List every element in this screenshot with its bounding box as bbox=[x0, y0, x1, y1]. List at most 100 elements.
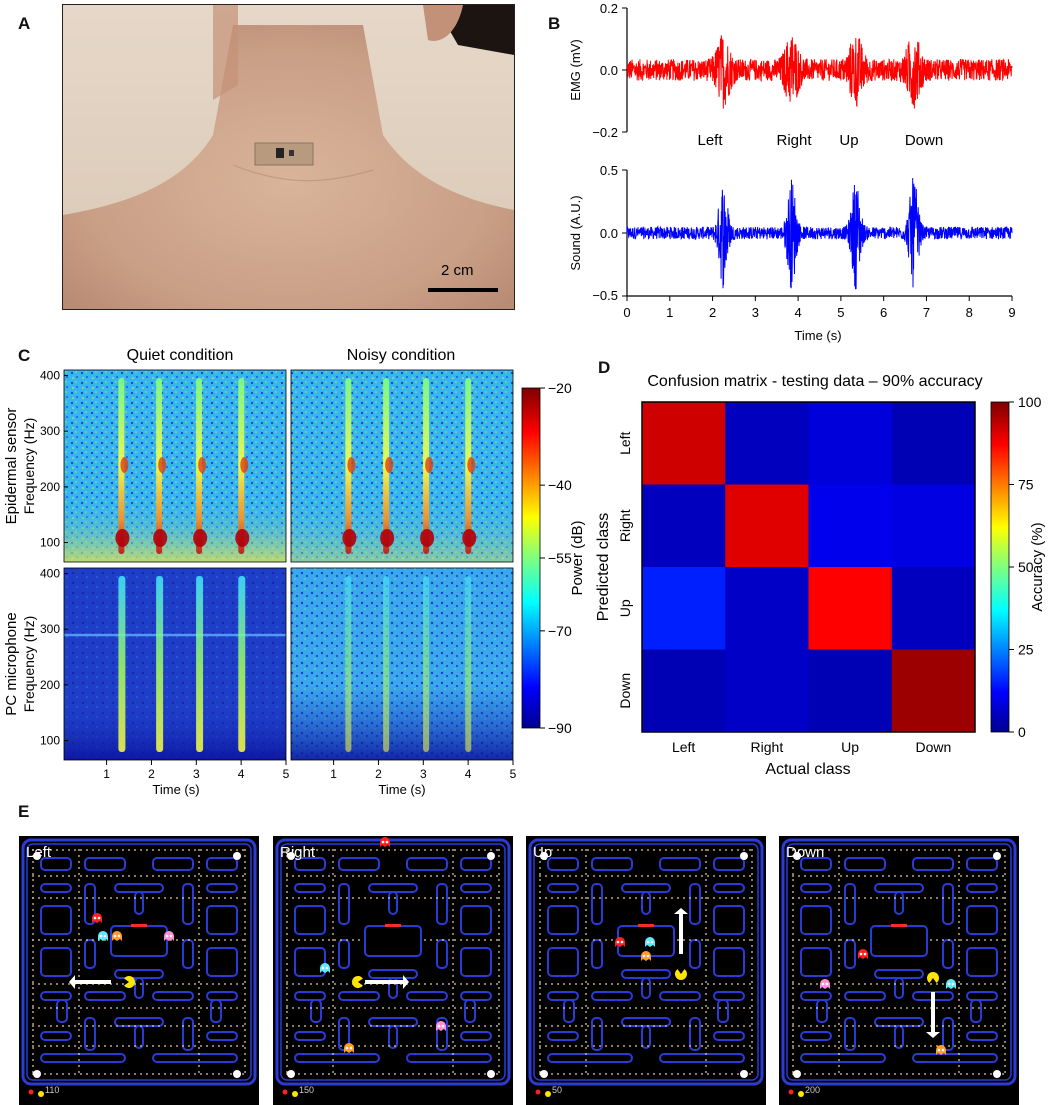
pellet bbox=[605, 1007, 607, 1009]
pellet bbox=[695, 875, 697, 877]
pellet bbox=[198, 933, 200, 935]
pellet bbox=[448, 897, 450, 899]
spectrogram-word-strip bbox=[156, 576, 164, 752]
ghost-icon bbox=[645, 937, 655, 947]
pellet bbox=[78, 999, 80, 1001]
pellet bbox=[194, 849, 196, 851]
pellet bbox=[86, 1007, 88, 1009]
pellet bbox=[557, 849, 559, 851]
pellet bbox=[751, 945, 753, 947]
pellet bbox=[430, 1045, 432, 1047]
pellet bbox=[442, 875, 444, 877]
pellet bbox=[958, 885, 960, 887]
pellet bbox=[56, 1073, 58, 1075]
pellet bbox=[838, 963, 840, 965]
pellet bbox=[364, 1073, 366, 1075]
pellet bbox=[436, 939, 438, 941]
maze-wall bbox=[816, 999, 828, 1023]
pellet bbox=[74, 849, 76, 851]
pellet bbox=[623, 1073, 625, 1075]
pellet bbox=[822, 897, 824, 899]
pellet bbox=[751, 939, 753, 941]
pellet bbox=[948, 897, 950, 899]
pellet bbox=[68, 1025, 70, 1027]
maze-wall bbox=[206, 905, 238, 935]
pellet bbox=[539, 1053, 541, 1055]
pellet bbox=[116, 1073, 118, 1075]
pellet bbox=[286, 875, 288, 877]
pellet bbox=[838, 1071, 840, 1073]
pellet bbox=[792, 875, 794, 877]
pellet bbox=[316, 939, 318, 941]
pellet bbox=[292, 897, 294, 899]
pellet bbox=[230, 849, 232, 851]
pellet bbox=[539, 983, 541, 985]
pellet bbox=[876, 983, 878, 985]
pellet bbox=[78, 1041, 80, 1043]
pellet bbox=[104, 875, 106, 877]
pellet bbox=[194, 1073, 196, 1075]
pellet bbox=[958, 993, 960, 995]
c-ylabel-bottom: Frequency (Hz) bbox=[21, 616, 37, 712]
pellet bbox=[242, 1045, 244, 1047]
pellet bbox=[587, 1007, 589, 1009]
pellet bbox=[80, 1045, 82, 1047]
pellet bbox=[332, 1047, 334, 1049]
pellet bbox=[1004, 891, 1006, 893]
pellet bbox=[838, 849, 840, 851]
pellet bbox=[332, 891, 334, 893]
pellet bbox=[400, 1073, 402, 1075]
pellet bbox=[695, 1073, 697, 1075]
pellet bbox=[705, 945, 707, 947]
maze-wall bbox=[294, 991, 326, 1001]
pellet bbox=[212, 1073, 214, 1075]
c-cb-tick-label: −55 bbox=[548, 550, 572, 566]
cherry-icon bbox=[788, 1089, 794, 1095]
pellet bbox=[452, 1041, 454, 1043]
pellet bbox=[452, 1065, 454, 1067]
pellet bbox=[585, 969, 587, 971]
pellet bbox=[498, 1023, 500, 1025]
pellet bbox=[605, 983, 607, 985]
pellet bbox=[230, 1073, 232, 1075]
pellet bbox=[78, 1029, 80, 1031]
maze-wall bbox=[152, 857, 194, 871]
pellet bbox=[749, 1025, 751, 1027]
pellet bbox=[78, 1023, 80, 1025]
pellet bbox=[496, 1007, 498, 1009]
pellet bbox=[32, 915, 34, 917]
pellet bbox=[822, 875, 824, 877]
pellet bbox=[984, 1025, 986, 1027]
pellet bbox=[188, 897, 190, 899]
pellet bbox=[498, 1005, 500, 1007]
maze-wall bbox=[713, 947, 745, 977]
pellet bbox=[194, 1007, 196, 1009]
pellet bbox=[990, 1045, 992, 1047]
pellet bbox=[852, 1045, 854, 1047]
pellet bbox=[1004, 897, 1006, 899]
pellet bbox=[292, 939, 294, 941]
pellet bbox=[454, 1007, 456, 1009]
pellet bbox=[942, 1025, 944, 1027]
pellet bbox=[78, 987, 80, 989]
pellet bbox=[569, 1025, 571, 1027]
pellet bbox=[146, 849, 148, 851]
pellet bbox=[751, 1005, 753, 1007]
pellet bbox=[707, 897, 709, 899]
pellet bbox=[430, 897, 432, 899]
cherry-icon bbox=[535, 1089, 541, 1095]
pellet bbox=[551, 1073, 553, 1075]
pellet bbox=[816, 849, 818, 851]
pellet bbox=[418, 875, 420, 877]
pellet bbox=[478, 875, 480, 877]
maze-wall bbox=[659, 991, 701, 1001]
pellet bbox=[382, 849, 384, 851]
pellet bbox=[158, 875, 160, 877]
pellet bbox=[539, 885, 541, 887]
pellet bbox=[448, 1007, 450, 1009]
pellet bbox=[244, 873, 246, 875]
maze-wall bbox=[40, 991, 72, 1001]
pellet bbox=[942, 1073, 944, 1075]
pellet bbox=[838, 1041, 840, 1043]
pellet bbox=[406, 1025, 408, 1027]
